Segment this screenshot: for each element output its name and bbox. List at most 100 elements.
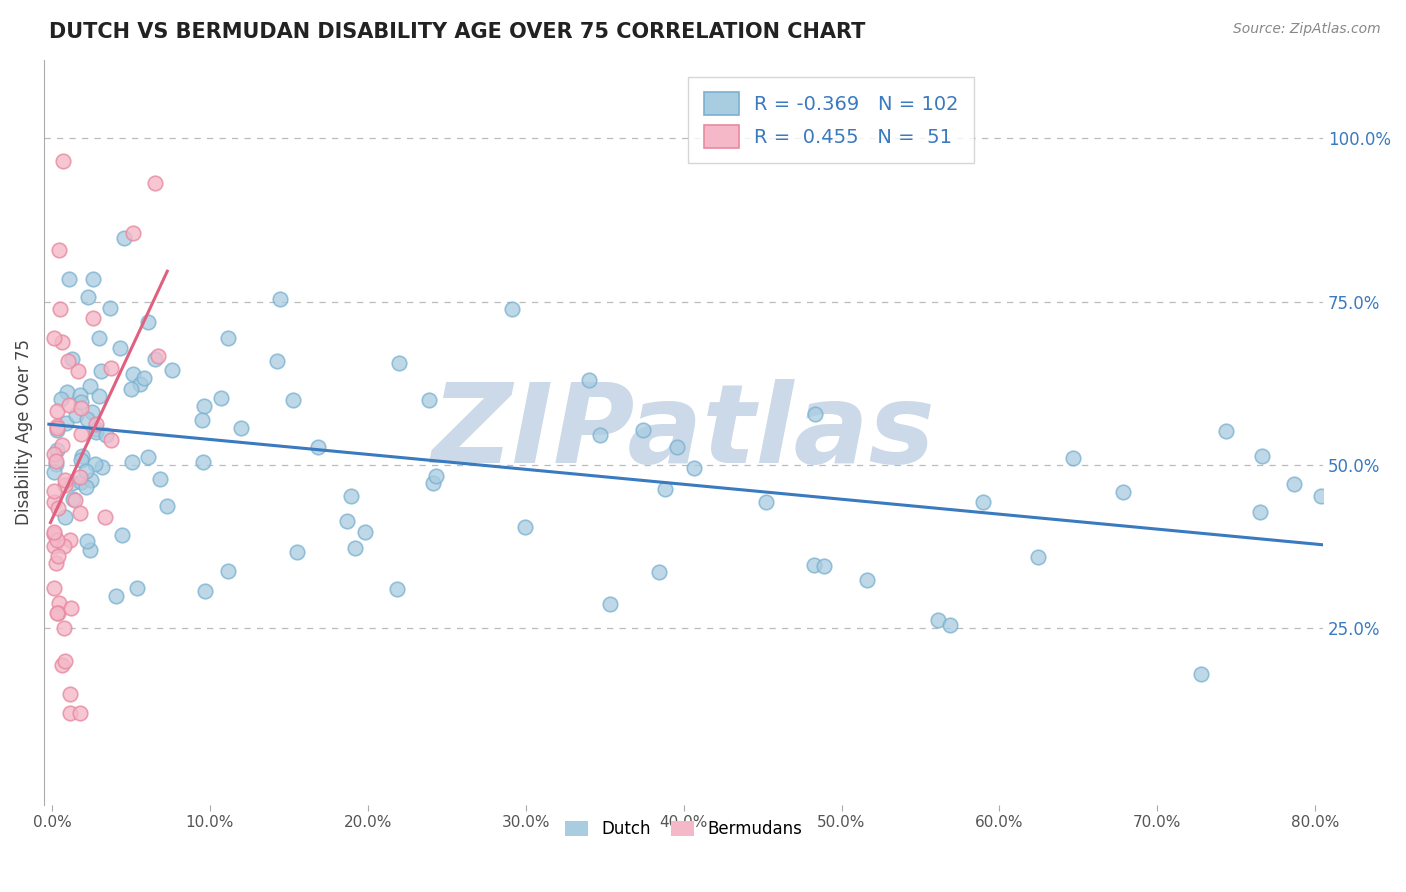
- Point: [162, 363, 184, 377]
- Point: [578, 373, 600, 387]
- Point: [90, 364, 112, 378]
- Point: [46, 418, 69, 433]
- Point: [42, 495, 65, 509]
- Point: [45, 424, 67, 438]
- Point: [80, 405, 103, 419]
- Point: [46, 501, 69, 516]
- Point: [340, 489, 363, 503]
- Point: [231, 421, 253, 435]
- Point: [52, 153, 75, 168]
- Text: ZIPatlas: ZIPatlas: [432, 379, 935, 486]
- Point: [803, 558, 825, 572]
- Text: DUTCH VS BERMUDAN DISABILITY AGE OVER 75 CORRELATION CHART: DUTCH VS BERMUDAN DISABILITY AGE OVER 75…: [49, 22, 866, 42]
- Point: [58, 398, 80, 412]
- Point: [972, 494, 994, 508]
- Point: [49, 392, 72, 406]
- Point: [76, 533, 98, 548]
- Point: [63, 493, 86, 508]
- Point: [104, 589, 127, 603]
- Point: [67, 364, 90, 378]
- Point: [122, 368, 145, 382]
- Point: [336, 515, 359, 529]
- Point: [59, 706, 82, 721]
- Point: [45, 403, 67, 417]
- Point: [69, 452, 91, 467]
- Point: [83, 457, 105, 471]
- Point: [813, 558, 835, 573]
- Legend: Dutch, Bermudans: Dutch, Bermudans: [558, 814, 808, 845]
- Point: [70, 395, 93, 409]
- Point: [42, 448, 65, 462]
- Point: [648, 565, 671, 579]
- Point: [77, 290, 100, 304]
- Point: [633, 423, 655, 437]
- Point: [42, 527, 65, 541]
- Point: [804, 408, 827, 422]
- Y-axis label: Disability Age Over 75: Disability Age Over 75: [15, 339, 32, 525]
- Point: [44, 484, 66, 499]
- Point: [75, 480, 97, 494]
- Point: [84, 425, 107, 440]
- Point: [939, 617, 962, 632]
- Point: [136, 315, 159, 329]
- Point: [149, 472, 172, 486]
- Point: [112, 231, 135, 245]
- Point: [52, 622, 75, 636]
- Point: [84, 422, 107, 436]
- Point: [100, 360, 122, 375]
- Point: [59, 533, 82, 547]
- Point: [108, 341, 131, 355]
- Point: [422, 475, 444, 490]
- Point: [1215, 424, 1237, 438]
- Point: [127, 581, 149, 595]
- Point: [46, 606, 69, 620]
- Point: [69, 470, 91, 484]
- Point: [59, 687, 82, 701]
- Point: [193, 399, 215, 413]
- Point: [75, 464, 97, 478]
- Point: [45, 454, 67, 468]
- Point: [46, 533, 69, 548]
- Point: [79, 543, 101, 558]
- Point: [121, 455, 143, 469]
- Point: [53, 509, 76, 524]
- Point: [281, 392, 304, 407]
- Point: [193, 455, 215, 469]
- Point: [143, 352, 166, 367]
- Point: [48, 596, 70, 610]
- Point: [42, 539, 65, 553]
- Point: [515, 520, 537, 534]
- Point: [136, 450, 159, 464]
- Point: [1062, 450, 1084, 465]
- Point: [501, 301, 523, 316]
- Point: [82, 311, 104, 326]
- Point: [94, 428, 117, 442]
- Point: [683, 460, 706, 475]
- Point: [70, 401, 93, 415]
- Point: [65, 408, 87, 422]
- Point: [69, 427, 91, 442]
- Point: [120, 382, 142, 396]
- Point: [42, 582, 65, 596]
- Point: [1249, 505, 1271, 519]
- Point: [72, 449, 94, 463]
- Point: [354, 525, 377, 540]
- Point: [56, 384, 79, 399]
- Point: [44, 524, 66, 539]
- Point: [269, 292, 291, 306]
- Point: [53, 473, 76, 487]
- Point: [46, 606, 69, 620]
- Point: [266, 354, 288, 368]
- Point: [91, 460, 114, 475]
- Point: [51, 438, 73, 452]
- Point: [52, 539, 75, 553]
- Point: [69, 388, 91, 402]
- Point: [1112, 484, 1135, 499]
- Point: [60, 600, 83, 615]
- Point: [53, 477, 76, 491]
- Point: [45, 457, 67, 471]
- Point: [425, 469, 447, 483]
- Point: [148, 349, 170, 363]
- Point: [62, 352, 84, 367]
- Point: [122, 227, 145, 241]
